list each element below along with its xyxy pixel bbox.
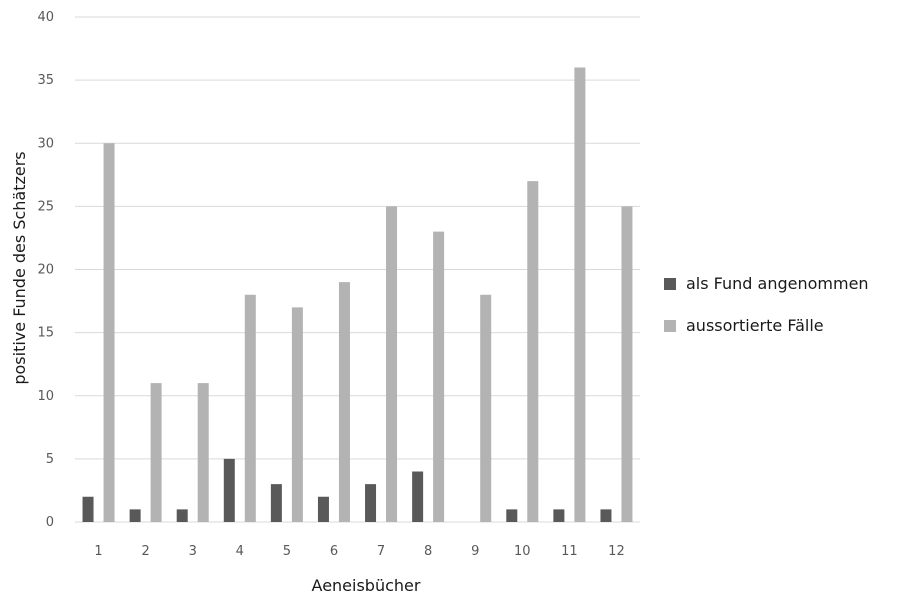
y-tick-label: 5 [46,452,54,467]
bars [82,67,633,522]
y-tick-label: 0 [46,515,54,530]
legend-swatch [664,320,676,332]
x-tick-label: 2 [141,544,149,559]
x-tick-label: 8 [424,544,432,559]
bar-series-1 [129,509,141,522]
y-axis-ticks: 0 5 10 15 20 25 30 35 40 [37,10,54,530]
x-tick-label: 6 [330,544,338,559]
x-tick-label: 11 [561,544,578,559]
bar-series-2 [150,383,162,522]
y-tick-label: 40 [37,10,54,25]
y-tick-label: 15 [37,326,54,341]
bar-series-2 [574,67,586,522]
gridlines [75,16,640,523]
bar-series-2 [480,294,492,522]
bar-series-1 [317,496,329,522]
x-tick-label: 4 [236,544,244,559]
x-tick-label: 10 [514,544,531,559]
bar-series-2 [291,307,303,522]
y-axis-label: positive Funde des Schätzers [10,151,29,384]
bar-series-1 [223,458,235,522]
bar-series-2 [621,206,633,522]
bar-series-1 [270,484,282,522]
legend-swatch [664,278,676,290]
bar-series-1 [600,509,612,522]
legend: als Fund angenommen aussortierte Fälle [664,274,869,335]
bar-series-1 [176,509,188,522]
bar-series-2 [103,143,115,522]
x-tick-label: 1 [94,544,102,559]
x-tick-label: 5 [283,544,291,559]
bar-series-2 [386,206,398,522]
bar-series-1 [365,484,377,522]
y-tick-label: 20 [37,263,54,278]
x-tick-label: 3 [189,544,197,559]
bar-series-2 [244,294,256,522]
y-tick-label: 30 [37,136,54,151]
y-tick-label: 25 [37,199,54,214]
x-axis-label: Aeneisbücher [312,576,421,594]
bar-series-2 [197,383,209,522]
legend-label: als Fund angenommen [686,274,869,293]
bar-series-1 [82,496,94,522]
x-tick-label: 12 [608,544,625,559]
x-tick-label: 9 [471,544,479,559]
bar-series-2 [338,282,350,522]
x-tick-label: 7 [377,544,385,559]
bar-series-1 [506,509,518,522]
bar-series-2 [433,231,445,522]
y-tick-label: 35 [37,73,54,88]
bar-series-1 [553,509,565,522]
x-axis-ticks: 1 2 3 4 5 6 7 8 9 10 11 12 [94,544,624,559]
bar-series-1 [412,471,424,522]
legend-label: aussortierte Fälle [686,316,824,335]
y-tick-label: 10 [37,389,54,404]
bar-series-2 [527,181,539,522]
